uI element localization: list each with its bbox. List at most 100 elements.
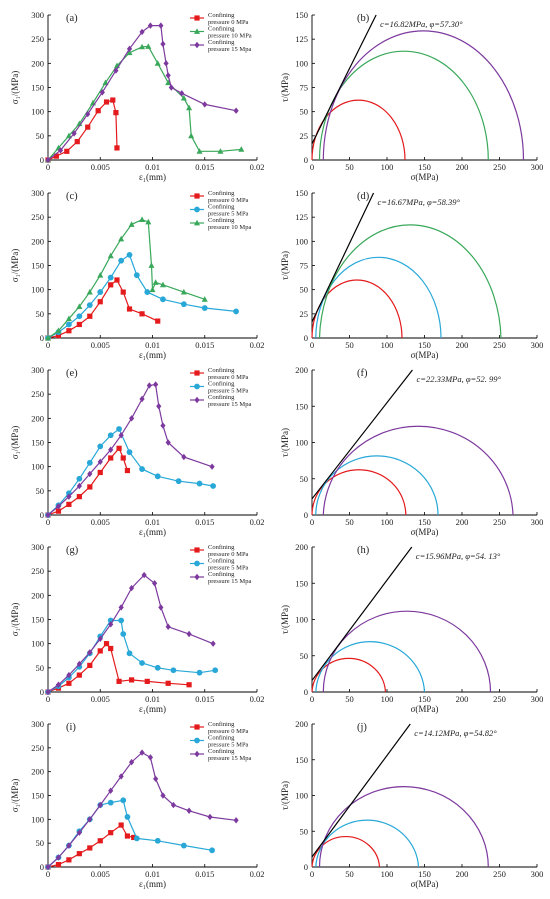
data-point: [188, 132, 195, 139]
y-tick-label: 50: [300, 651, 309, 661]
envelope-annotation: c=15.96MPa, φ=54. 13°: [416, 551, 501, 561]
legend-label: Confining: [208, 381, 235, 388]
x-tick-label: 0: [310, 162, 314, 172]
data-point: [170, 801, 176, 809]
y-tick-label: 50: [300, 285, 309, 295]
data-point: [154, 664, 161, 671]
data-point: [55, 503, 62, 510]
data-point: [120, 631, 127, 637]
y-tick-label: 300: [31, 188, 44, 198]
chart-i: 0 0.005 0.01 0.015 0.02 0 50 100 150 200 250 300 (i)…: [10, 719, 264, 889]
data-point: [108, 787, 114, 794]
y-tick-label: 25: [300, 309, 309, 319]
data-point: [124, 833, 131, 839]
legend-label: pressure 15 Mpa: [208, 46, 251, 53]
data-point: [45, 511, 51, 519]
y-tick-label: 125: [295, 34, 308, 44]
y-tick-label: 300: [31, 542, 44, 552]
mohr-circle: [315, 641, 426, 693]
data-point: [118, 773, 124, 780]
data-point: [160, 296, 166, 303]
y-tick-label: 75: [300, 261, 309, 271]
y-tick-label: 100: [295, 236, 308, 246]
legend-label: pressure 5 MPa: [208, 211, 249, 218]
x-tick-label: 50: [345, 517, 354, 527]
x-tick-label: 0.005: [91, 162, 110, 172]
y-tick-label: 100: [295, 438, 308, 448]
legend-label: pressure 0 MPa: [208, 728, 249, 735]
data-point: [103, 99, 110, 105]
y-tick-label: 200: [31, 58, 44, 68]
y-tick-label: 50: [300, 107, 309, 117]
panel-label: (f): [357, 368, 368, 379]
mohr-circle: [311, 835, 381, 868]
x-tick-label: 0.005: [91, 694, 110, 704]
data-point: [86, 288, 93, 295]
data-point: [45, 156, 51, 164]
legend-label: Confining: [208, 204, 235, 211]
data-point: [76, 313, 83, 320]
x-tick-label: 0: [310, 694, 314, 704]
data-point: [158, 22, 164, 29]
mohr-circle: [311, 279, 403, 339]
y-tick-label: 50: [36, 309, 45, 319]
data-point: [55, 854, 62, 861]
legend-label: Confining: [208, 544, 235, 551]
legend-label: pressure 0 MPa: [208, 19, 249, 26]
data-point: [202, 101, 208, 108]
data-point: [45, 688, 51, 696]
x-tick-label: 0: [310, 340, 314, 350]
y-axis-label: σ₁/(MPa): [10, 71, 20, 105]
data-point: [97, 801, 103, 809]
data-point: [144, 678, 150, 684]
y-axis-label: σ₁/(MPa): [10, 603, 20, 637]
data-point: [108, 621, 114, 628]
x-tick-label: 300: [531, 340, 544, 350]
y-tick-label: 0: [40, 155, 44, 165]
legend-label: pressure 15 Mpa: [208, 401, 251, 408]
legend-marker: [194, 737, 200, 744]
data-point: [97, 299, 103, 305]
data-point: [151, 580, 158, 587]
data-point: [114, 145, 120, 151]
data-point: [120, 289, 126, 295]
legend-label: pressure 5 MPa: [208, 742, 249, 749]
data-point: [108, 455, 114, 461]
x-axis-label: ε₁(mm): [139, 350, 166, 360]
mohr-circle: [318, 224, 502, 339]
x-axis-label: ε₁(mm): [139, 879, 166, 889]
y-tick-label: 250: [31, 743, 44, 753]
x-tick-label: 300: [531, 517, 544, 527]
data-point: [76, 494, 82, 500]
data-point: [108, 282, 114, 288]
mohr-circle: [322, 30, 525, 161]
mohr-circle: [318, 786, 489, 868]
legend-label: pressure 15 Mpa: [208, 755, 251, 762]
data-point: [145, 218, 152, 225]
legend-marker: [194, 219, 200, 226]
envelope-annotation: c=22.33MPa, φ=52. 99°: [416, 374, 501, 384]
data-point: [97, 458, 103, 466]
x-tick-label: 0.01: [145, 162, 160, 172]
data-point: [97, 289, 104, 295]
y-tick-label: 300: [31, 365, 44, 375]
data-point: [233, 308, 240, 315]
y-tick-label: 200: [295, 719, 308, 729]
x-axis-label: σ(MPa): [411, 350, 439, 360]
data-point: [116, 678, 122, 684]
data-point: [107, 799, 114, 806]
data-point: [217, 148, 224, 154]
legend-label: pressure 10 Mpa: [208, 224, 251, 231]
chart-c: 0 0.005 0.01 0.015 0.02 0 50 100 150 200 250 300 (c)…: [10, 188, 264, 360]
legend-label: Confining: [208, 721, 235, 728]
data-point: [196, 480, 203, 487]
x-axis-label: σ(MPa): [411, 172, 439, 182]
data-point: [118, 235, 125, 242]
data-point: [76, 321, 82, 328]
legend-marker: [194, 547, 200, 553]
x-tick-label: 250: [493, 340, 506, 350]
data-point: [103, 641, 110, 647]
legend-marker: [194, 28, 200, 34]
data-point: [87, 845, 93, 851]
